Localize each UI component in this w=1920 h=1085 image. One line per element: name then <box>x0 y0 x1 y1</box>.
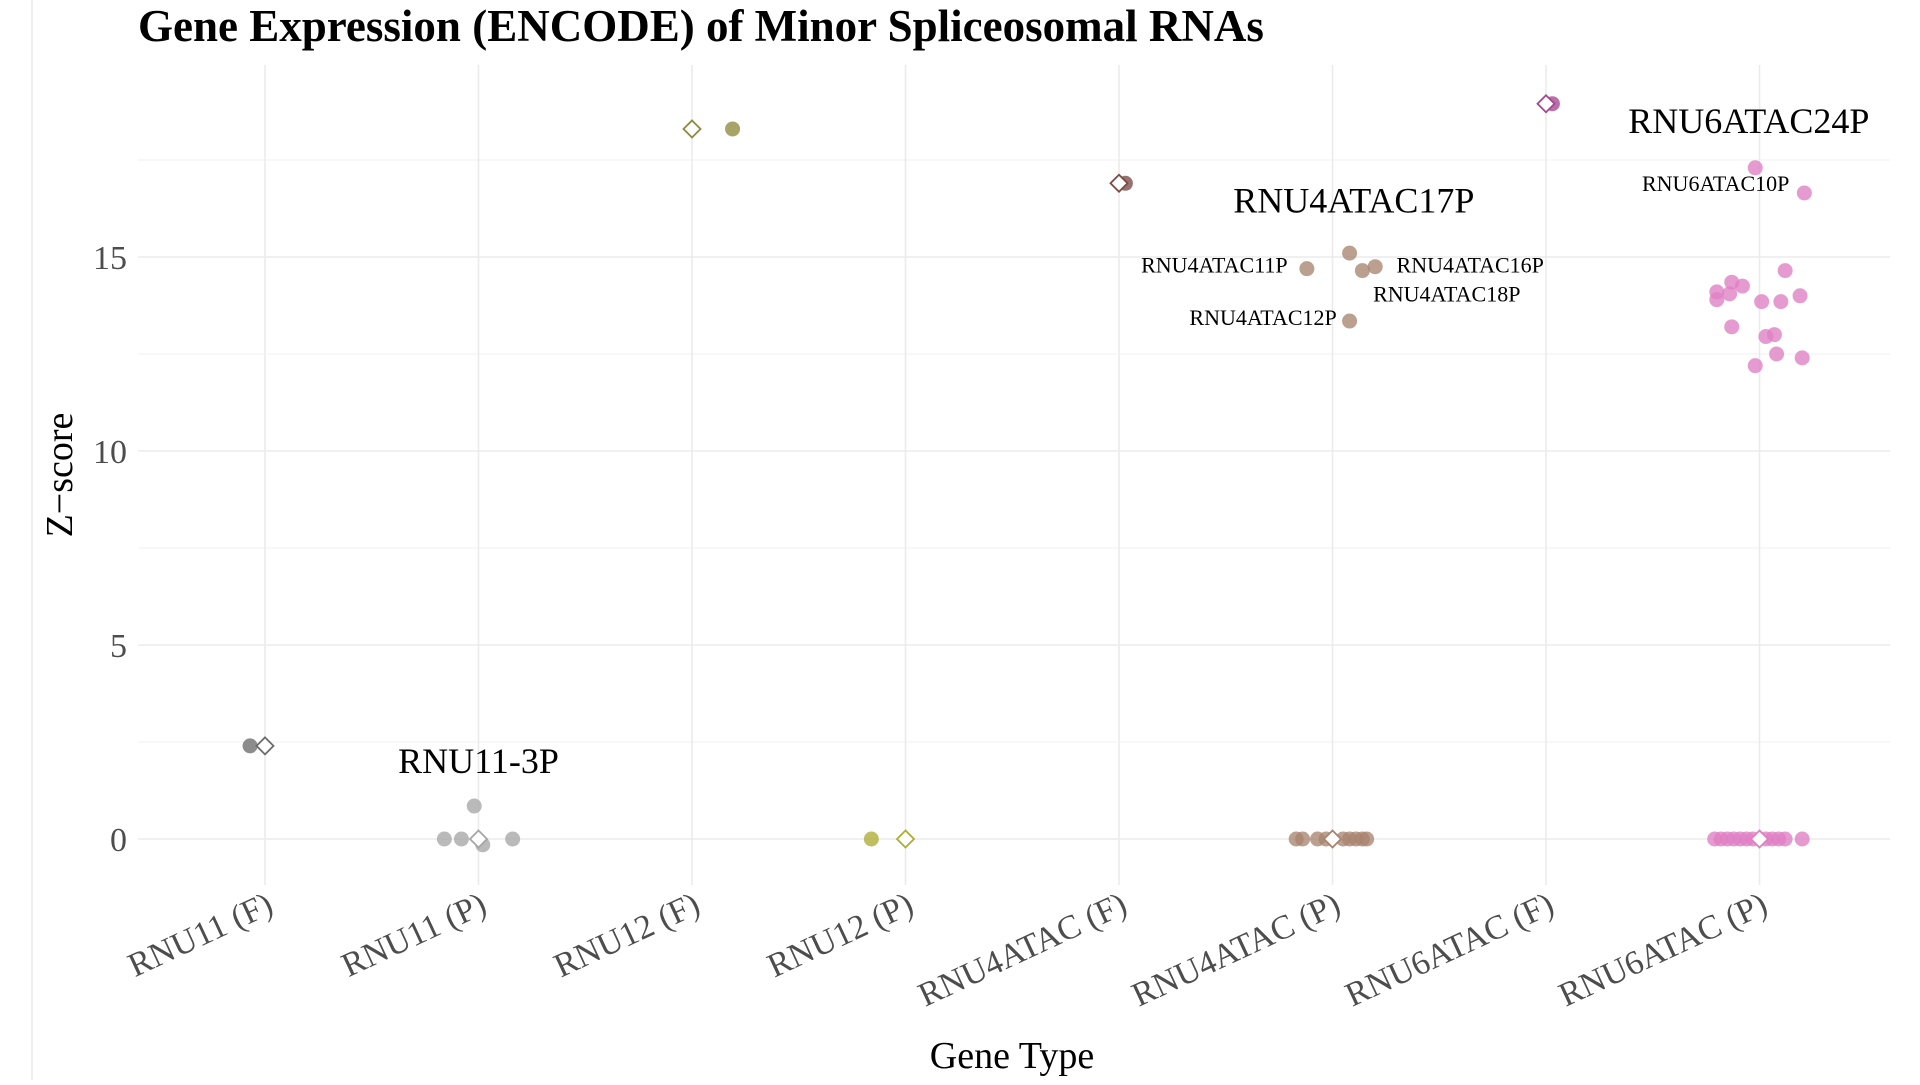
median-marker <box>255 736 275 756</box>
data-point <box>1709 292 1725 308</box>
data-point <box>1769 346 1785 362</box>
data-point <box>1342 313 1358 329</box>
point-annotations: RNU11-3P RNU4ATAC17P RNU4ATAC11P RNU4ATAC16… <box>398 101 1869 781</box>
x-axis-title: Gene Type <box>930 1035 1094 1077</box>
point-label: RNU4ATAC16P <box>1397 253 1544 278</box>
point-label: RNU4ATAC11P <box>1141 253 1288 278</box>
data-point <box>1747 160 1763 176</box>
data-point <box>1777 263 1793 279</box>
median-marker <box>1536 93 1556 114</box>
data-point <box>453 831 469 847</box>
median-marker <box>468 829 489 849</box>
data-point <box>1796 185 1812 201</box>
series-group <box>1288 245 1383 849</box>
y-tick-label: 15 <box>93 240 127 277</box>
point-label: RNU11-3P <box>398 741 559 781</box>
data-point <box>1367 259 1383 275</box>
point-label: RNU4ATAC18P <box>1373 282 1520 307</box>
data-point <box>1794 831 1810 847</box>
y-axis: 0 5 10 15 <box>93 240 127 859</box>
data-point <box>1295 831 1311 847</box>
y-tick-label: 0 <box>110 822 127 859</box>
data-point <box>1794 350 1810 366</box>
data-point <box>436 831 452 847</box>
data-point <box>1722 286 1738 302</box>
series-group <box>1536 93 1560 114</box>
point-label: RNU6ATAC10P <box>1642 171 1789 196</box>
data-point <box>1299 261 1315 277</box>
data-point <box>1773 294 1789 310</box>
data-point <box>1734 278 1750 294</box>
point-label: RNU4ATAC12P <box>1189 305 1336 330</box>
series-group <box>1707 160 1812 849</box>
series-group <box>436 798 521 853</box>
data-point <box>1747 358 1763 374</box>
median-marker <box>895 829 916 849</box>
data-point <box>725 121 741 137</box>
y-axis-title: Z−score <box>39 413 81 538</box>
data-point <box>1724 319 1740 335</box>
median-marker <box>682 119 702 139</box>
series-group <box>242 736 275 756</box>
data-point <box>1777 831 1793 847</box>
data-point <box>1758 329 1774 345</box>
y-tick-label: 5 <box>110 628 127 665</box>
data-point <box>466 798 482 814</box>
median-marker <box>1749 829 1770 849</box>
series-group <box>1109 173 1133 194</box>
data-point <box>505 831 521 847</box>
gridlines <box>138 65 1890 885</box>
series-group <box>863 829 916 849</box>
data-point <box>1354 263 1370 279</box>
point-label: RNU4ATAC17P <box>1233 180 1474 220</box>
point-label: RNU6ATAC24P <box>1628 101 1869 141</box>
data-point <box>1359 831 1375 847</box>
median-marker <box>1109 173 1129 194</box>
data-point <box>242 738 258 754</box>
data-point <box>1342 245 1358 261</box>
data-point <box>863 831 879 847</box>
y-tick-label: 10 <box>93 434 127 471</box>
data-point <box>1754 294 1770 310</box>
median-marker <box>1322 829 1343 849</box>
chart-title: Gene Expression (ENCODE) of Minor Splice… <box>138 1 1264 51</box>
series-group <box>682 119 741 139</box>
data-points <box>242 93 1812 853</box>
data-point <box>1792 288 1808 304</box>
